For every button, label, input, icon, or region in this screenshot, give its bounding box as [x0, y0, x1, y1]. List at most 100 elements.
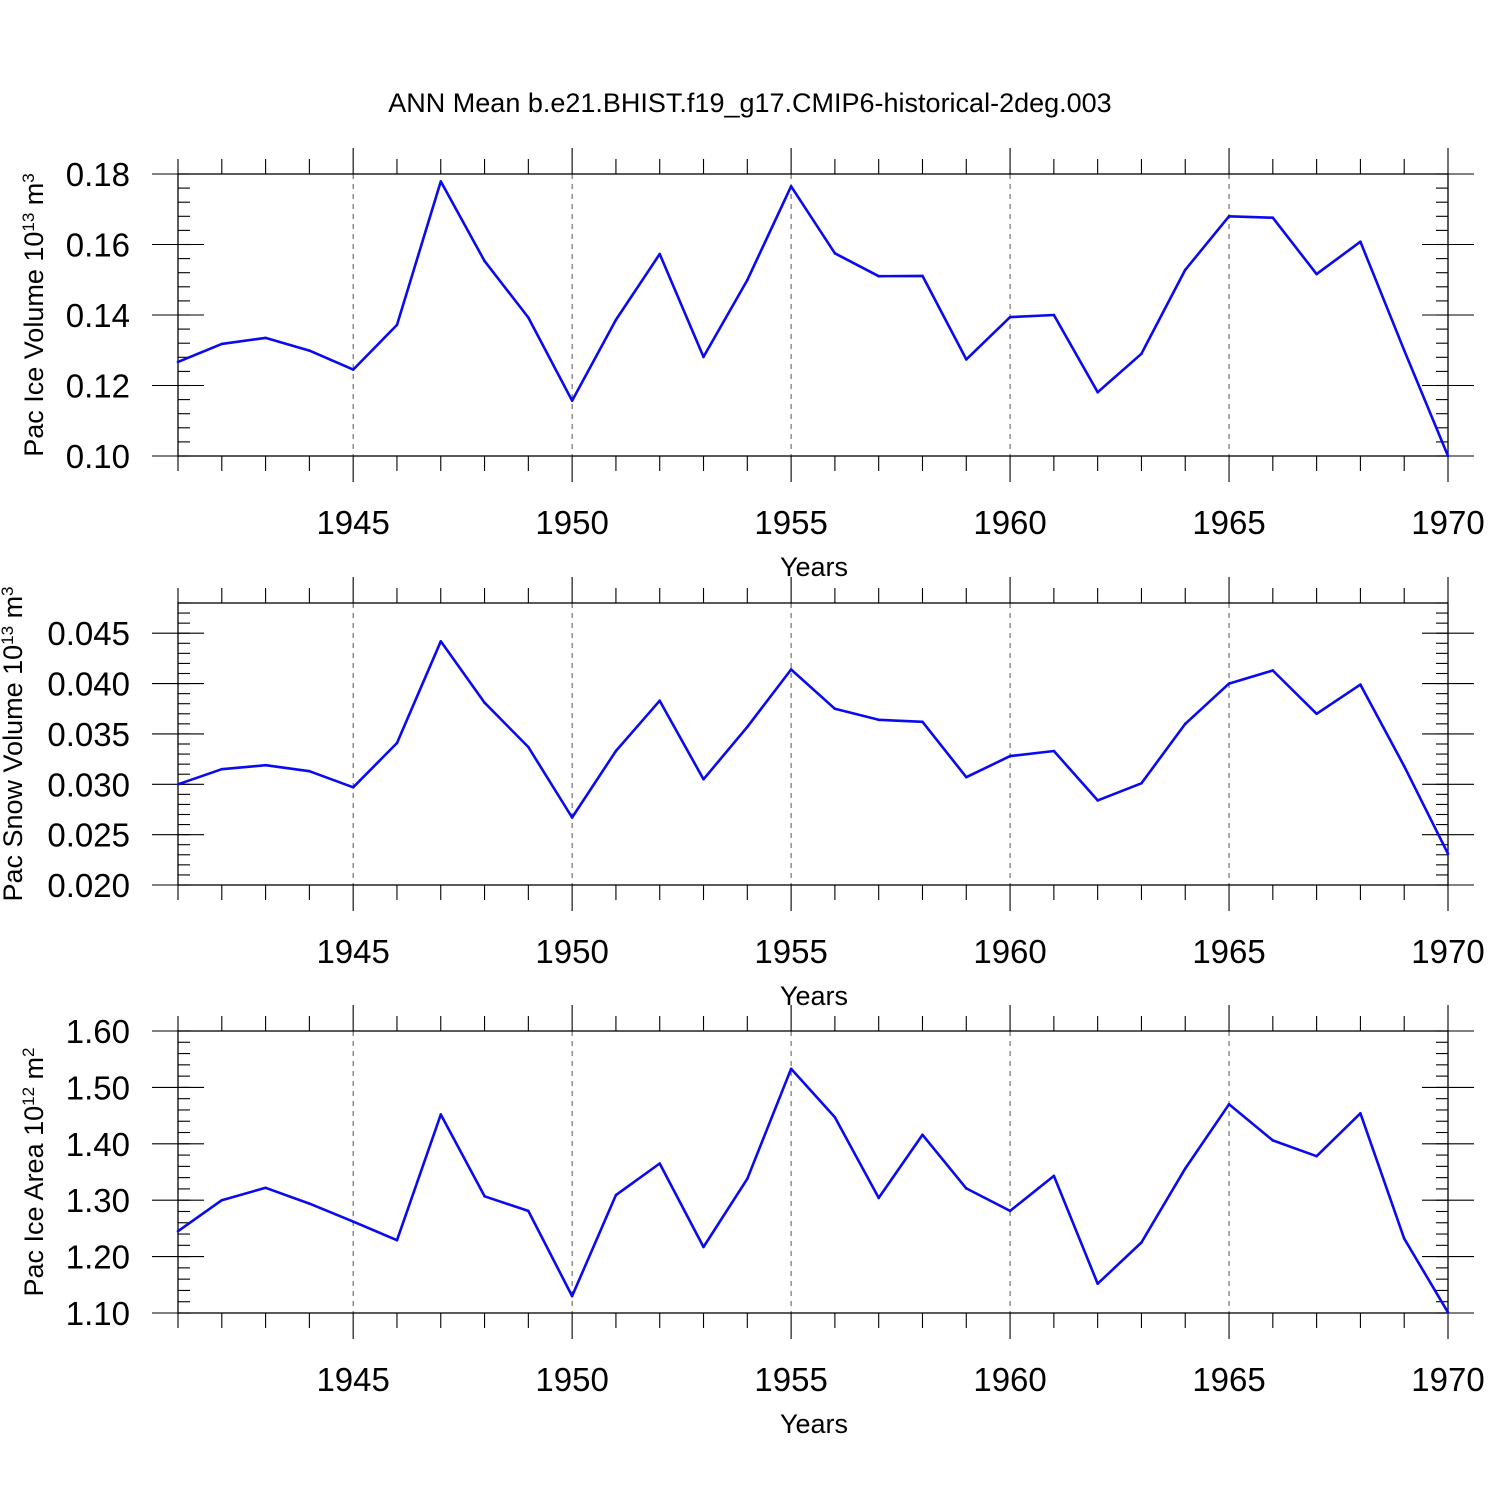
data-point-1955 [789, 185, 793, 188]
x-tick-label: 1950 [535, 933, 608, 970]
data-point-1963 [1140, 781, 1143, 785]
data-point-1943 [264, 336, 267, 340]
data-point-1955 [789, 1067, 793, 1071]
data-point-1968 [1359, 683, 1362, 686]
data-point-1959 [964, 775, 968, 779]
x-tick-label: 1960 [973, 1361, 1046, 1398]
data-point-1950 [570, 816, 574, 819]
y-tick-label: 1.40 [66, 1126, 130, 1163]
data-point-1948 [483, 259, 486, 263]
data-point-1951 [614, 318, 618, 322]
panel-2: 0.020 0.025 0.030 0.035 0.040 0.045 1945 1950 19… [0, 577, 1485, 1011]
data-point-1945 [351, 786, 355, 789]
x-tick-label: 1945 [316, 1361, 389, 1398]
data-point-1946 [395, 323, 399, 327]
data-point-1967 [1315, 712, 1318, 716]
x-tick-label: 1965 [1192, 504, 1265, 541]
data-point-1965 [1227, 682, 1231, 685]
data-point-1956 [833, 707, 837, 711]
data-point-1949 [527, 745, 530, 749]
data-point-1959 [964, 358, 968, 361]
x-tick-label: 1970 [1411, 933, 1484, 970]
x-axis-label: Years [780, 552, 848, 582]
data-point-1953 [702, 355, 705, 359]
data-point-1942 [220, 342, 224, 346]
data-point-1961 [1052, 313, 1056, 317]
y-tick-label: 0.025 [47, 817, 130, 854]
data-point-1954 [746, 278, 749, 282]
data-point-1964 [1183, 722, 1187, 726]
data-point-1944 [308, 349, 311, 352]
data-point-1943 [264, 763, 267, 767]
data-point-1962 [1096, 799, 1099, 802]
data-point-1949 [527, 316, 530, 319]
data-point-1953 [702, 1245, 705, 1249]
data-point-1965 [1227, 1103, 1231, 1106]
data-point-1968 [1359, 240, 1362, 243]
y-axis-label: Pac Ice Volume 1013 m3 [19, 173, 50, 457]
data-point-1949 [527, 1209, 530, 1213]
data-point-1967 [1315, 1154, 1318, 1158]
data-point-1941 [176, 360, 180, 364]
data-point-1965 [1227, 215, 1231, 218]
data-point-1945 [351, 1220, 355, 1223]
y-tick-label: 1.50 [66, 1069, 130, 1106]
data-point-1945 [351, 368, 355, 371]
panel-3: 1.10 1.20 1.30 1.40 1.50 1.60 1945 1950 1955 1960… [19, 1005, 1485, 1439]
x-axis-label: Years [780, 981, 848, 1011]
series-line [177, 180, 1450, 457]
data-point-1942 [220, 1198, 224, 1202]
data-point-1952 [658, 1162, 662, 1165]
data-point-1964 [1183, 268, 1187, 272]
data-point-1952 [658, 699, 662, 702]
data-point-1960 [1008, 754, 1012, 758]
y-tick-label: 1.30 [66, 1182, 130, 1219]
data-point-1946 [395, 1238, 399, 1242]
x-tick-label: 1950 [535, 1361, 608, 1398]
y-tick-label: 0.16 [66, 227, 130, 264]
x-tick-label: 1965 [1192, 933, 1265, 970]
data-point-1969 [1402, 348, 1406, 352]
data-point-1947 [439, 1113, 443, 1116]
y-tick-label: 0.020 [47, 867, 130, 904]
x-tick-label: 1970 [1411, 504, 1484, 541]
x-tick-label: 1960 [973, 504, 1046, 541]
series-line [177, 1067, 1450, 1314]
y-axis-label: Pac Snow Volume 1013 m3 [0, 586, 28, 901]
data-point-1953 [702, 777, 705, 781]
data-point-1957 [877, 1196, 880, 1200]
y-tick-label: 1.10 [66, 1295, 130, 1332]
data-point-1970 [1446, 1311, 1450, 1314]
data-point-1955 [789, 668, 793, 671]
data-point-1951 [614, 749, 618, 753]
data-point-1962 [1096, 390, 1099, 394]
data-point-1957 [877, 718, 880, 722]
y-tick-label: 1.60 [66, 1013, 130, 1050]
data-point-1956 [833, 252, 837, 255]
data-point-1963 [1140, 1241, 1143, 1244]
data-point-1952 [658, 252, 662, 256]
x-tick-label: 1960 [973, 933, 1046, 970]
panel-1: 0.10 0.12 0.14 0.16 0.18 1945 1950 1955 1960 1965… [19, 148, 1485, 582]
data-point-1961 [1052, 749, 1056, 753]
y-tick-label: 0.18 [66, 156, 130, 193]
data-point-1962 [1096, 1282, 1099, 1285]
data-point-1957 [877, 274, 880, 278]
data-point-1948 [483, 701, 486, 705]
y-tick-label: 0.030 [47, 766, 130, 803]
data-point-1966 [1271, 1139, 1275, 1142]
y-tick-label: 0.045 [47, 615, 130, 652]
x-tick-label: 1970 [1411, 1361, 1484, 1398]
x-tick-label: 1950 [535, 504, 608, 541]
data-point-1966 [1271, 216, 1275, 220]
plot-frame [177, 602, 1449, 886]
x-tick-label: 1945 [316, 933, 389, 970]
data-point-1944 [308, 1202, 311, 1205]
x-tick-label: 1955 [754, 504, 827, 541]
plot-frame [177, 173, 1449, 457]
data-point-1959 [964, 1187, 968, 1190]
data-point-1968 [1359, 1112, 1362, 1115]
data-point-1970 [1446, 454, 1450, 458]
data-point-1958 [921, 720, 924, 724]
data-point-1966 [1271, 669, 1275, 672]
